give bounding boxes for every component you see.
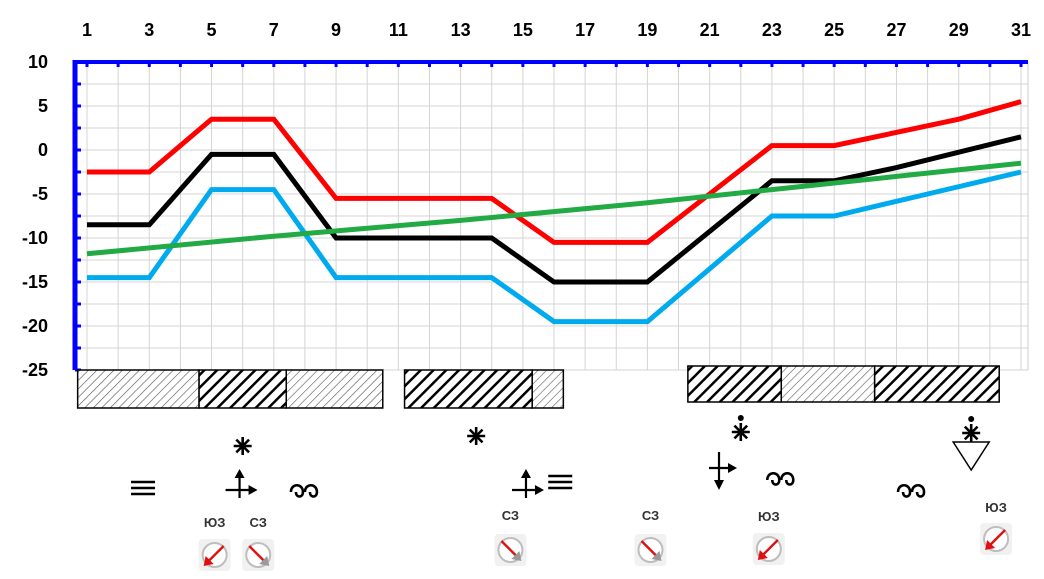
drift-icon (896, 483, 926, 498)
y-tick-label: -5 (32, 184, 48, 204)
temp-rise-icon (225, 469, 258, 498)
grid (75, 61, 1029, 371)
x-tick-label: 19 (637, 20, 657, 40)
wind-indicator: СЗ (634, 508, 667, 566)
series-layer (86, 99, 1022, 325)
wind-arrow-icon (761, 539, 779, 556)
weather-bar-light (76, 369, 200, 409)
y-tick-label: -25 (22, 360, 48, 380)
series-line-4 (86, 160, 1022, 257)
y-tick-label: -15 (22, 272, 48, 292)
wind-direction-label: ЮЗ (985, 500, 1007, 515)
drift-icon (289, 483, 319, 498)
x-tick-label: 31 (1011, 20, 1031, 40)
y-tick-label: -20 (22, 316, 48, 336)
axes (72, 60, 1028, 372)
weather-bar-dark (198, 369, 288, 409)
wind-direction-label: ЮЗ (758, 509, 780, 524)
weather-bar-dark (873, 365, 1000, 403)
wind-direction-label: ЮЗ (204, 515, 226, 530)
series-line-3 (87, 169, 1022, 325)
x-tick-label: 9 (331, 20, 341, 40)
series-line-1 (87, 99, 1022, 245)
x-tick-label: 29 (949, 20, 969, 40)
y-tick-label: -10 (22, 228, 48, 248)
wind-arrowhead-icon (203, 556, 214, 566)
x-tick-label: 23 (762, 20, 782, 40)
x-tick-labels: 1 3 5 7 9 11 13 15 17 19 21 23 25 27 29 31 (82, 20, 1031, 40)
weather-bars (76, 365, 1000, 409)
wind-indicator: ЮЗ (980, 500, 1013, 555)
snow-shower-icon (951, 416, 991, 472)
weather-bar-light (780, 365, 876, 403)
wind-arrow-icon (248, 545, 266, 562)
fog-icon (548, 474, 573, 490)
weather-bar-light (285, 369, 384, 409)
wind-arrowhead-icon (259, 556, 270, 566)
y-tick-label: 10 (28, 52, 48, 72)
wind-arrowhead-icon (985, 540, 996, 550)
snow-icon (731, 415, 750, 441)
fog-icon (131, 480, 156, 496)
wind-arrow-icon (989, 529, 1006, 546)
wind-indicators: ЮЗ СЗ СЗ СЗ ЮЗ ЮЗ (198, 500, 1013, 571)
temp-rise-icon (511, 469, 544, 498)
wind-indicator: СЗ (494, 508, 527, 566)
x-tick-label: 7 (269, 20, 279, 40)
wind-direction-label: СЗ (502, 508, 519, 523)
snow-icon (467, 427, 486, 445)
wind-arrowhead-icon (757, 550, 768, 560)
x-tick-label: 3 (144, 20, 154, 40)
x-tick-label: 1 (82, 20, 92, 40)
wind-arrow-icon (207, 545, 225, 562)
x-tick-label: 11 (389, 20, 408, 40)
wind-arrow-icon (500, 540, 518, 557)
wind-indicator: СЗ (242, 515, 275, 571)
x-tick-label: 17 (575, 20, 595, 40)
weather-bar-dark (687, 365, 783, 403)
weather-icons (131, 415, 991, 498)
weather-bar-light (531, 369, 565, 409)
x-tick-label: 15 (513, 20, 533, 40)
y-tick-label: 0 (38, 140, 48, 160)
x-tick-label: 5 (207, 20, 217, 40)
wind-arrowhead-icon (511, 551, 522, 561)
wind-arrowhead-icon (651, 551, 662, 561)
wind-arrow-icon (640, 540, 658, 557)
x-tick-label: 25 (824, 20, 844, 40)
y-tick-labels: 10 5 0 -5 -10 -15 -20 -25 (22, 52, 48, 380)
series-line-2 (87, 134, 1022, 285)
x-tick-label: 27 (886, 20, 906, 40)
y-tick-label: 5 (38, 96, 48, 116)
x-tick-label: 21 (700, 20, 720, 40)
drift-icon (765, 471, 795, 486)
temp-fall-icon (709, 452, 738, 490)
wind-indicator: ЮЗ (752, 509, 785, 565)
wind-direction-label: СЗ (642, 508, 659, 523)
weather-bar-dark (403, 369, 533, 409)
wind-direction-label: СЗ (250, 515, 267, 530)
wind-indicator: ЮЗ (198, 515, 231, 571)
x-tick-label: 13 (451, 20, 471, 40)
snow-icon (233, 437, 252, 455)
